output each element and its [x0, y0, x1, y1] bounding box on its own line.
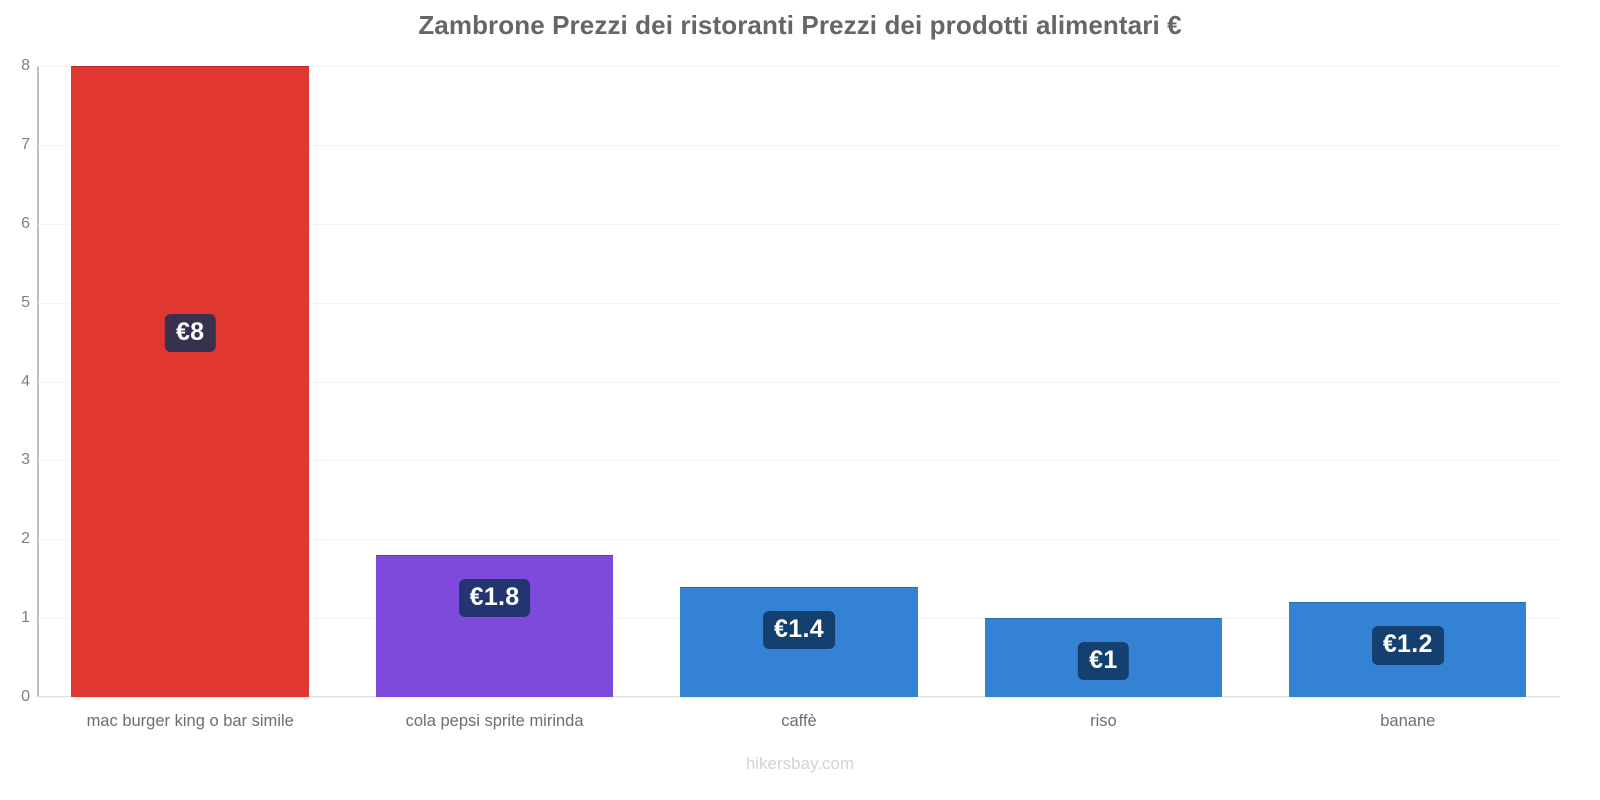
bar-slot: €8: [38, 66, 342, 697]
y-axis-tick-label: 0: [21, 688, 30, 705]
y-axis-tick-label: 6: [21, 214, 30, 232]
source-watermark: hikersbay.com: [745, 754, 855, 773]
bar[interactable]: [71, 66, 309, 697]
bar-value-label: €1.4: [763, 610, 835, 649]
y-axis-tick-label: 3: [21, 451, 30, 469]
bar-series: €8 €1.8 €1.4 €1 €1.2: [38, 66, 1560, 697]
y-axis-tick-label: 7: [21, 135, 30, 153]
gridline: [38, 302, 1560, 304]
x-axis-category-label: riso: [1090, 712, 1117, 730]
y-axis-tick-label: 1: [21, 609, 30, 627]
y-axis-tick-label: 8: [21, 57, 30, 74]
y-axis-tick-label: 5: [21, 293, 30, 311]
gridline: [38, 66, 1560, 67]
gridline: [38, 460, 1560, 462]
y-axis-tick-labels: 0 1 2 3 4 5 6 7 8: [0, 58, 30, 705]
x-axis-category-label: banane: [1380, 712, 1436, 730]
y-axis-tick-label: 4: [21, 372, 30, 390]
gridline: [38, 381, 1560, 383]
page-title: Zambrone Prezzi dei ristoranti Prezzi de…: [418, 10, 1182, 40]
x-axis-category-label: cola pepsi sprite mirinda: [405, 712, 584, 730]
bar-value-label: €1: [1078, 642, 1129, 681]
x-axis-category-labels: mac burger king o bar simile cola pepsi s…: [38, 712, 1560, 740]
gridline: [38, 539, 1560, 541]
bar-value-label: €1.2: [1371, 626, 1444, 665]
bar-slot: €1: [951, 66, 1255, 697]
y-axis-tick-label: 2: [21, 530, 30, 548]
bar-slot: €1.8: [342, 66, 646, 697]
x-axis-category-label: caffè: [781, 712, 817, 730]
bar-slot: €1.4: [647, 66, 951, 697]
bar-value-label: €8: [164, 314, 216, 353]
x-axis-category-label: mac burger king o bar simile: [86, 712, 294, 730]
bar[interactable]: [375, 555, 614, 697]
gridline: [38, 144, 1560, 146]
gridline: [38, 697, 1560, 698]
bar-slot: €1.2: [1256, 66, 1560, 697]
gridline: [38, 223, 1560, 225]
plot-area: €8 €1.8 €1.4 €1 €1.2: [38, 66, 1560, 698]
bar-value-label: €1.8: [458, 579, 531, 618]
